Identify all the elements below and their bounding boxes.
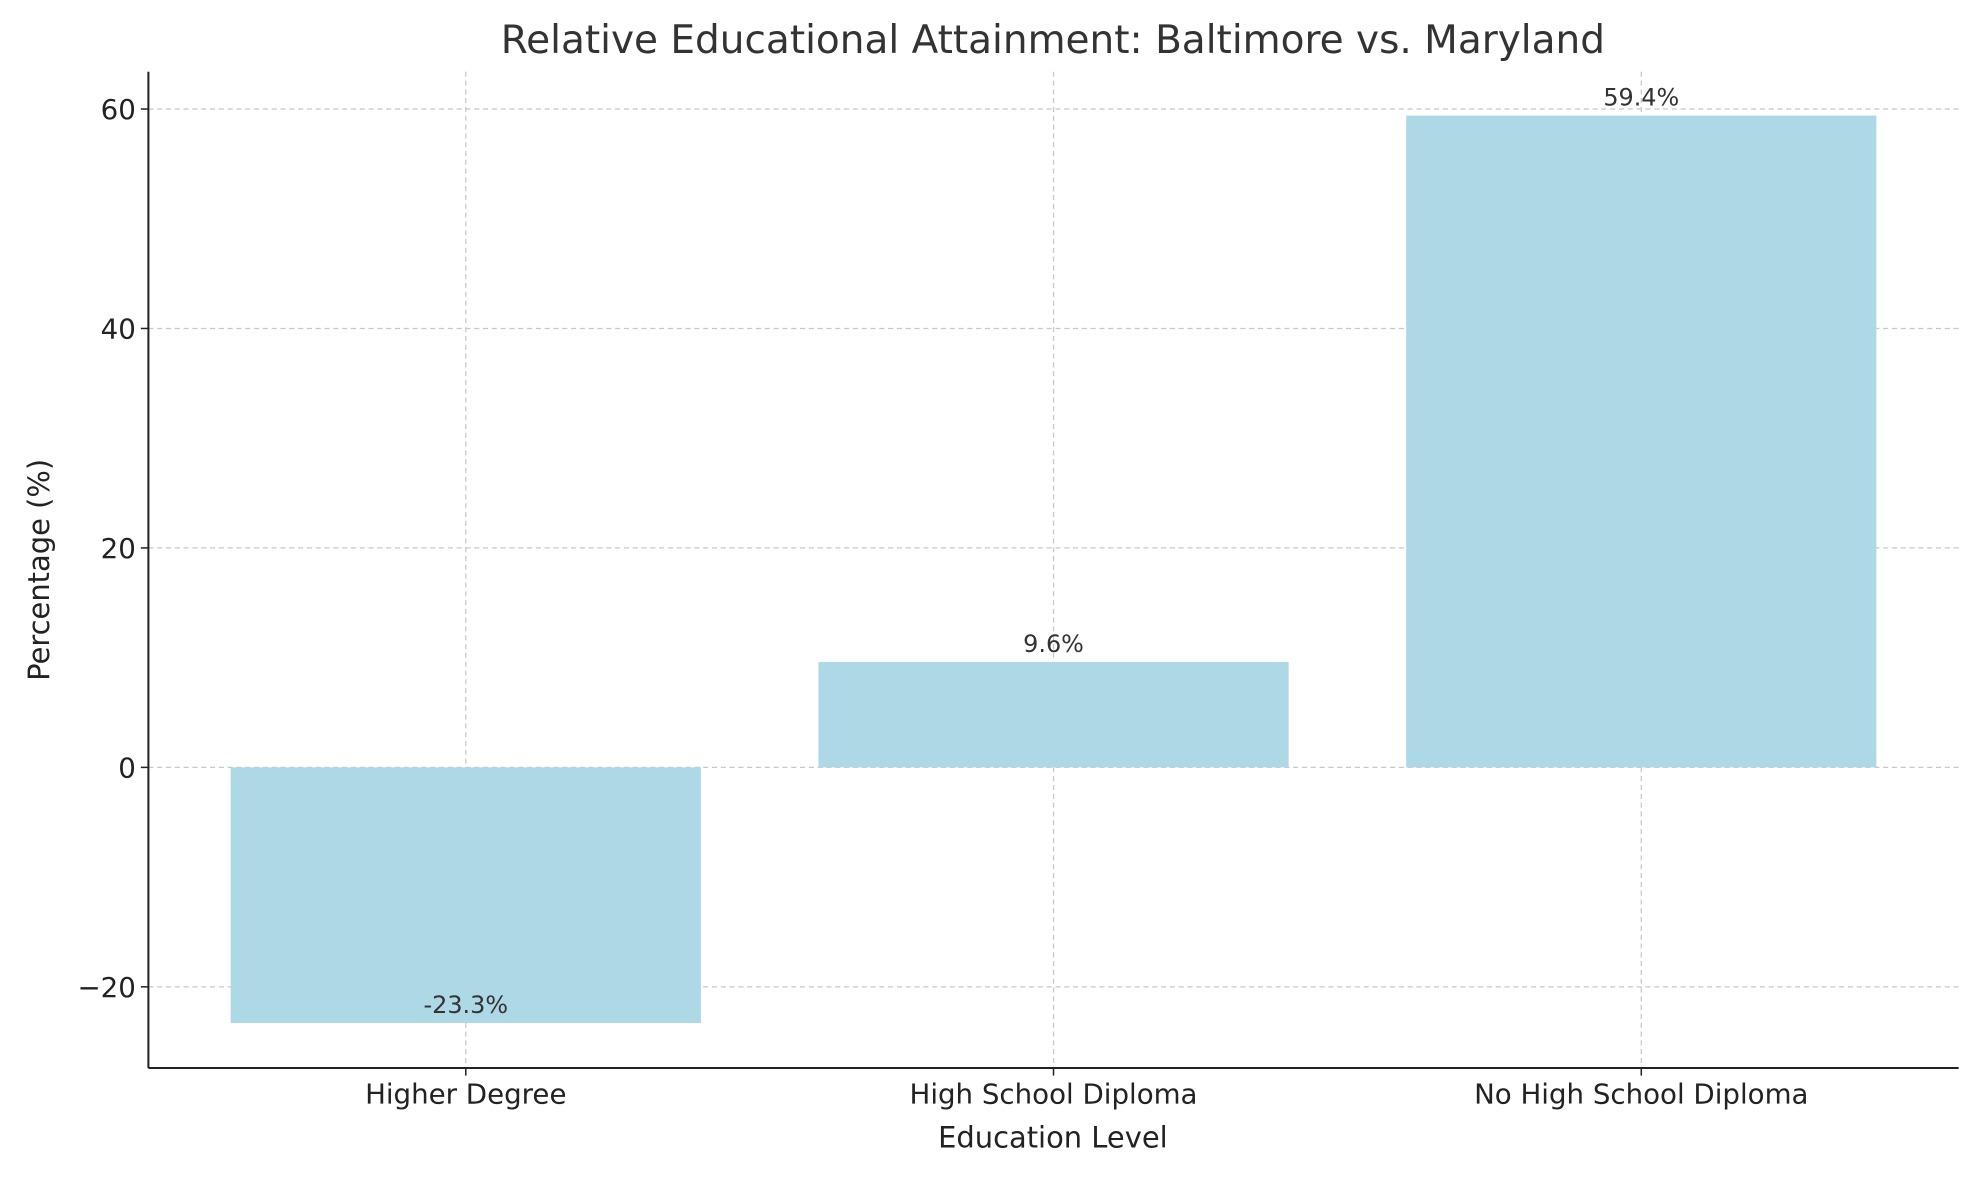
y-tick-label: 60 bbox=[101, 93, 136, 126]
y-tick-label: −20 bbox=[77, 971, 135, 1004]
data-labels: -23.3% 9.6% 59.4% bbox=[424, 84, 1680, 1019]
y-tick-label: 40 bbox=[101, 313, 136, 346]
bar-value-label: 59.4% bbox=[1603, 84, 1679, 112]
y-tick-label: 20 bbox=[101, 532, 136, 565]
bar bbox=[1406, 115, 1877, 768]
x-tick-label: High School Diploma bbox=[910, 1077, 1198, 1110]
y-axis-label: Percentage (%) bbox=[22, 459, 56, 681]
x-tick-label: No High School Diploma bbox=[1474, 1077, 1808, 1110]
chart-title: Relative Educational Attainment: Baltimo… bbox=[501, 18, 1605, 63]
axes: −20 0 20 40 60 Higher Degree High School Diplo… bbox=[77, 71, 1959, 1110]
bar bbox=[230, 767, 701, 1024]
y-tick-label: 0 bbox=[118, 751, 136, 784]
bars bbox=[230, 115, 1877, 1024]
bar-value-label: -23.3% bbox=[424, 991, 509, 1019]
bar-value-label: 9.6% bbox=[1023, 630, 1084, 658]
x-tick-label: Higher Degree bbox=[365, 1077, 566, 1110]
bar bbox=[818, 662, 1289, 768]
x-axis-label: Education Level bbox=[938, 1120, 1168, 1154]
